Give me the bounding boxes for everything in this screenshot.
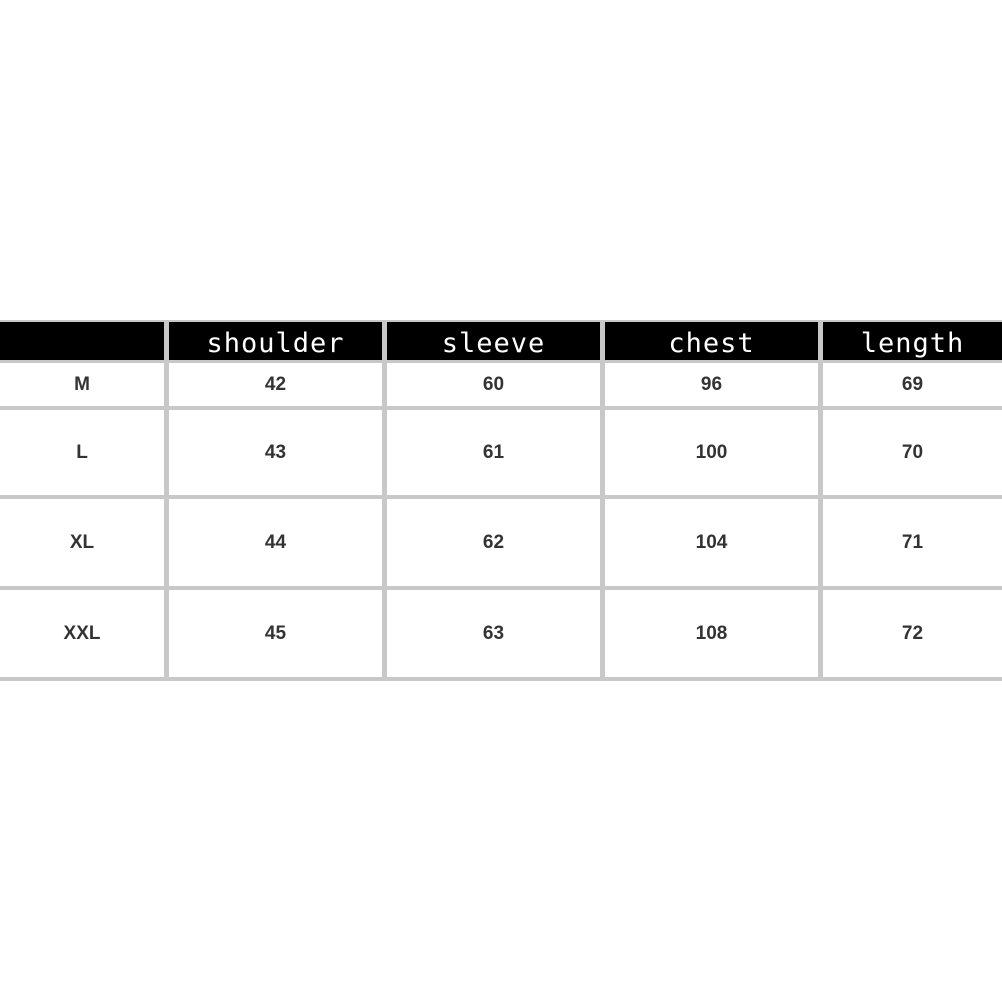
- measurement-cell: 43: [169, 410, 382, 495]
- measurement-cell: 60: [387, 363, 600, 406]
- measurement-cell: 71: [823, 499, 1002, 586]
- measurement-cell: 72: [823, 590, 1002, 677]
- measurement-cell: 62: [387, 499, 600, 586]
- header-cell: sleeve: [387, 322, 600, 360]
- measurement-cell: 69: [823, 363, 1002, 406]
- measurement-cell: 96: [605, 363, 818, 406]
- header-cell: chest: [605, 322, 818, 360]
- size-label-cell: L: [0, 410, 164, 495]
- measurement-cell: 42: [169, 363, 382, 406]
- header-cell: [0, 322, 164, 360]
- size-chart-table: shoulder sleeve chest length M 42 60 96 69 L 43 61 1…: [0, 320, 1002, 681]
- measurement-cell: 61: [387, 410, 600, 495]
- size-label-cell: XL: [0, 499, 164, 586]
- measurement-cell: 44: [169, 499, 382, 586]
- measurement-cell: 70: [823, 410, 1002, 495]
- size-label-cell: XXL: [0, 590, 164, 677]
- measurement-cell: 108: [605, 590, 818, 677]
- measurement-cell: 45: [169, 590, 382, 677]
- header-cell: length: [823, 322, 1002, 360]
- measurement-cell: 100: [605, 410, 818, 495]
- measurement-cell: 104: [605, 499, 818, 586]
- header-cell: shoulder: [169, 322, 382, 360]
- size-label-cell: M: [0, 363, 164, 406]
- measurement-cell: 63: [387, 590, 600, 677]
